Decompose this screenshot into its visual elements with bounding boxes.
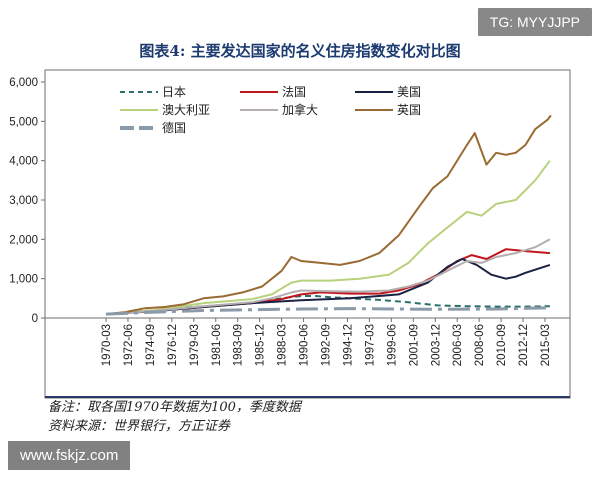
- x-tick-label: 2010-09: [496, 324, 508, 366]
- y-axis: 0 1,000 2,000 3,000 4,000 5,000 6,000: [9, 77, 45, 325]
- watermark-site: www.fskjz.com: [8, 441, 131, 470]
- note-text: 备注：取各国1970年数据为100，季度数据: [48, 400, 301, 415]
- x-tick-label: 2003-12: [430, 324, 442, 366]
- x-tick-label: 1992-09: [321, 324, 333, 366]
- x-tick-label: 2006-03: [452, 324, 464, 366]
- plot-frame: [44, 69, 571, 399]
- x-tick-label: 2012-12: [518, 324, 530, 366]
- source-text: 资料来源：世界银行，方正证券: [48, 419, 231, 434]
- series-line-英国: [105, 114, 552, 316]
- legend-label: 美国: [397, 85, 421, 99]
- x-tick-label: 2015-03: [540, 324, 552, 366]
- series-line-法国: [105, 248, 550, 316]
- y-tick-label: 0: [32, 313, 38, 325]
- legend-label: 法国: [282, 85, 306, 99]
- x-tick-label: 1997-03: [364, 324, 376, 366]
- x-tick-label: 1990-06: [299, 324, 311, 366]
- y-tick-label: 4,000: [9, 156, 38, 168]
- series-lines: [105, 114, 552, 316]
- legend-label: 德国: [162, 120, 186, 135]
- y-tick-label: 1,000: [9, 274, 38, 286]
- x-axis: 1970-03 1972-06 1974-09 1976-12 1979-03 1981-…: [45, 317, 570, 366]
- x-tick-label: 1974-09: [145, 324, 157, 366]
- footnotes: 备注：取各国1970年数据为100，季度数据 资料来源：世界银行，方正证券: [48, 398, 301, 436]
- watermark-label: TG: MYYJJPP: [477, 8, 592, 36]
- x-tick-label: 1988-03: [277, 324, 289, 366]
- series-line-德国: [105, 306, 550, 316]
- x-tick-label: 1985-12: [255, 324, 267, 366]
- x-tick-label: 1972-06: [123, 324, 135, 366]
- legend-label: 日本: [162, 85, 186, 99]
- x-tick-label: 1994-12: [342, 324, 354, 366]
- x-tick-label: 1970-03: [101, 324, 113, 366]
- y-tick-label: 5,000: [9, 116, 38, 128]
- legend-label: 加拿大: [282, 102, 318, 117]
- x-tick-label: 1979-03: [189, 324, 201, 366]
- legend-label: 英国: [397, 103, 421, 117]
- y-tick-label: 3,000: [9, 195, 38, 207]
- x-tick-label: 1983-09: [233, 324, 245, 366]
- x-tick-label: 2001-09: [408, 324, 420, 366]
- divider: [45, 396, 570, 398]
- x-tick-label: 2008-06: [474, 324, 486, 366]
- series-line-加拿大: [105, 238, 551, 316]
- series-line-澳大利亚: [105, 160, 551, 316]
- legend-label: 澳大利亚: [162, 103, 210, 117]
- x-tick-label: 1976-12: [167, 324, 179, 366]
- y-tick-label: 6,000: [9, 77, 38, 89]
- y-tick-label: 2,000: [9, 234, 38, 246]
- chart-title: 图表4: 主要发达国家的名义住房指数变化对比图: [139, 42, 461, 60]
- x-tick-label: 1999-06: [386, 324, 398, 366]
- x-tick-label: 1981-06: [211, 324, 223, 366]
